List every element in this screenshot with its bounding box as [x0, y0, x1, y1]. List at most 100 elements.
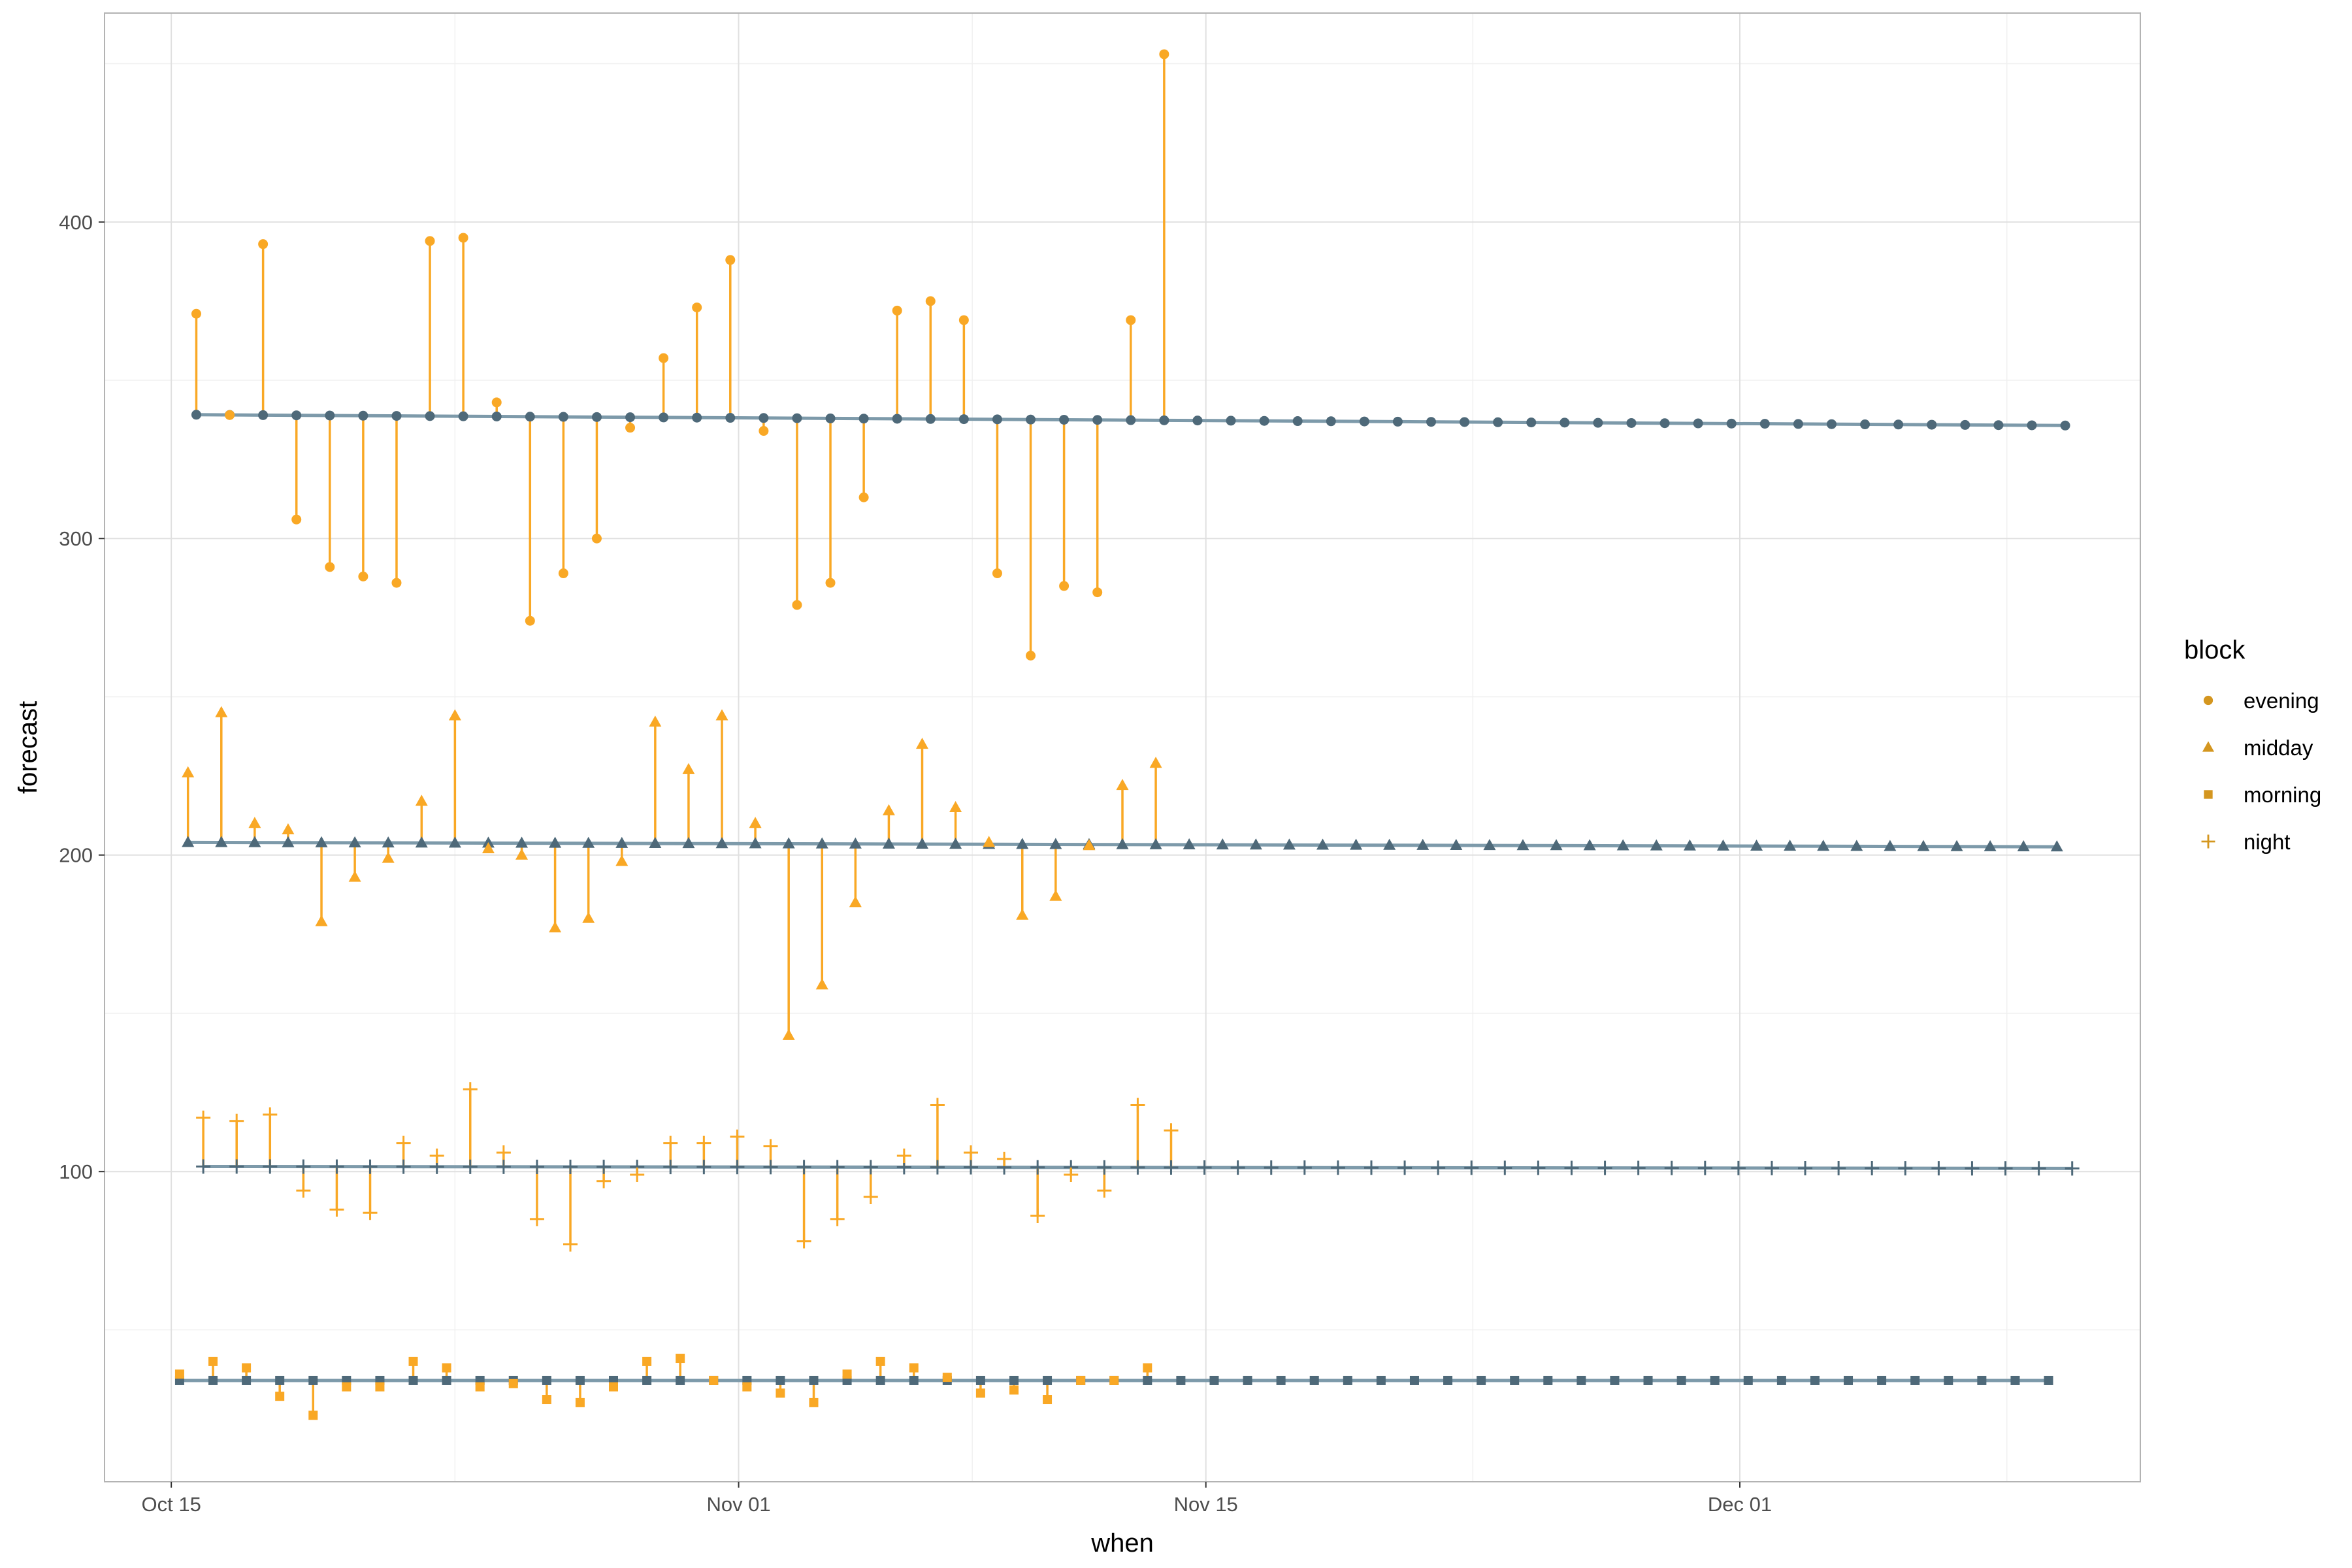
forecast-point-midday — [1817, 840, 1830, 851]
forecast-point-night — [1965, 1161, 1980, 1176]
observed-point-evening — [391, 578, 402, 588]
forecast-point-morning — [1510, 1375, 1520, 1385]
forecast-point-night — [463, 1159, 478, 1174]
forecast-point-evening — [258, 410, 269, 420]
forecast-point-evening — [458, 411, 468, 421]
observed-point-morning — [1076, 1375, 1086, 1385]
forecast-point-evening — [1793, 419, 1803, 429]
observed-points — [174, 49, 1179, 1420]
forecast-point-midday — [749, 837, 762, 849]
forecast-point-evening — [1826, 419, 1837, 429]
x-tick-label: Nov 01 — [706, 1493, 770, 1516]
legend: block evening midday morning night — [2184, 636, 2321, 854]
forecast-point-evening — [2027, 420, 2037, 431]
observed-point-evening — [659, 353, 669, 363]
forecast-point-night — [563, 1160, 578, 1175]
forecast-point-evening — [725, 413, 736, 423]
observed-point-midday — [348, 870, 361, 882]
forecast-point-morning — [1844, 1375, 1854, 1385]
observed-point-night — [229, 1113, 244, 1128]
forecast-point-midday — [1183, 838, 1196, 849]
forecast-point-evening — [958, 414, 969, 425]
forecast-point-night — [1564, 1160, 1579, 1175]
observed-point-midday — [382, 851, 395, 863]
observed-point-evening — [992, 568, 1002, 579]
forecast-point-night — [1731, 1160, 1746, 1175]
observed-point-morning — [642, 1356, 652, 1366]
forecast-point-evening — [1026, 414, 1036, 425]
x-axis-ticks: Oct 15 Nov 01 Nov 15 Dec 01 — [141, 1482, 1772, 1516]
observed-point-night — [663, 1135, 678, 1151]
observed-point-morning — [1009, 1385, 1019, 1395]
forecast-point-midday — [1884, 840, 1897, 851]
observed-point-morning — [676, 1354, 685, 1364]
forecast-point-evening — [1960, 419, 1970, 430]
observed-point-midday — [815, 978, 828, 990]
observed-point-evening — [591, 533, 602, 544]
forecast-point-night — [296, 1159, 311, 1174]
forecast-point-morning — [676, 1375, 685, 1385]
observed-point-midday — [248, 817, 261, 828]
forecast-point-midday — [1116, 838, 1129, 849]
observed-point-morning — [742, 1382, 752, 1392]
forecast-point-morning — [575, 1375, 585, 1385]
observed-point-morning — [1043, 1395, 1053, 1405]
forecast-point-morning — [542, 1375, 551, 1385]
forecast-point-evening — [1460, 417, 1470, 427]
forecast-point-night — [1164, 1160, 1179, 1175]
forecast-point-evening — [1126, 415, 1136, 425]
forecast-point-night — [1531, 1160, 1546, 1175]
observed-point-evening — [1092, 587, 1103, 598]
forecast-point-midday — [1216, 838, 1229, 850]
forecast-point-night — [329, 1159, 344, 1174]
forecast-point-midday — [1516, 839, 1529, 851]
observed-point-midday — [182, 766, 195, 777]
forecast-point-evening — [558, 412, 568, 422]
observed-point-night — [563, 1237, 578, 1252]
forecast-point-midday — [949, 838, 962, 849]
y-axis-title: forecast — [14, 701, 42, 794]
forecast-point-midday — [715, 837, 728, 849]
forecast-point-morning — [1977, 1375, 1987, 1385]
observed-point-evening — [258, 239, 269, 250]
forecast-point-night — [1230, 1160, 1245, 1175]
observed-point-night — [1130, 1098, 1145, 1113]
observed-point-evening — [225, 410, 235, 420]
forecast-point-night — [1865, 1161, 1880, 1176]
observed-point-evening — [759, 426, 769, 436]
forecast-point-night — [1697, 1160, 1712, 1175]
observed-point-night — [1097, 1183, 1112, 1198]
forecast-point-midday — [315, 836, 328, 847]
forecast-point-evening — [491, 411, 502, 421]
forecast-point-morning — [1376, 1375, 1386, 1385]
legend-label-morning: morning — [2244, 783, 2321, 807]
forecast-point-midday — [1249, 838, 1262, 850]
forecast-point-evening — [358, 410, 368, 421]
forecast-point-night — [1030, 1160, 1045, 1175]
y-tick-label: 400 — [59, 211, 93, 234]
forecast-point-morning — [642, 1375, 652, 1385]
forecast-point-evening — [1659, 418, 1670, 429]
forecast-point-midday — [2017, 840, 2030, 852]
forecast-point-midday — [382, 836, 395, 848]
forecast-point-night — [930, 1160, 945, 1175]
observed-point-midday — [1116, 779, 1129, 791]
forecast-point-midday — [1750, 840, 1763, 851]
observed-point-morning — [475, 1382, 485, 1392]
legend-entries: evening midday morning night — [2201, 689, 2321, 854]
observed-point-night — [463, 1082, 478, 1097]
forecast-point-night — [396, 1159, 411, 1174]
forecast-point-evening — [925, 414, 936, 424]
observed-point-midday — [1149, 757, 1162, 768]
forecast-point-evening — [1893, 419, 1904, 430]
observed-point-morning — [809, 1397, 819, 1407]
forecast-point-morning — [442, 1375, 451, 1385]
forecast-point-night — [1397, 1160, 1413, 1175]
forecast-point-midday — [582, 836, 595, 848]
forecast-point-morning — [1710, 1375, 1720, 1385]
forecast-point-evening — [1359, 416, 1369, 427]
observed-point-morning — [542, 1395, 551, 1405]
forecast-point-midday — [415, 836, 428, 848]
forecast-point-night — [1831, 1161, 1846, 1175]
